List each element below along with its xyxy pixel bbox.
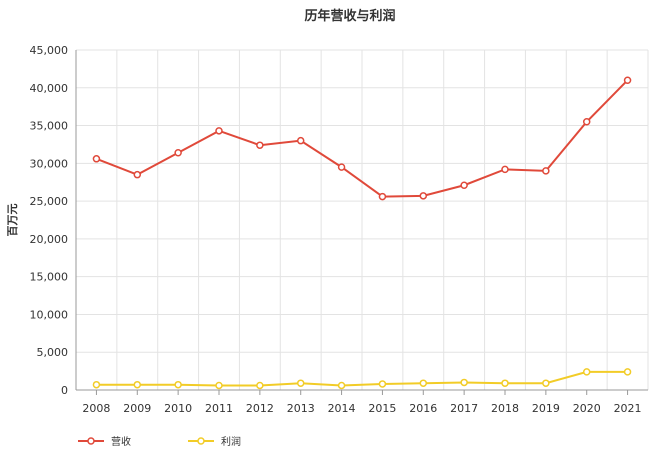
y-tick-label: 0 [61, 384, 68, 397]
series-layer [92, 76, 632, 390]
series-1-point[interactable] [501, 379, 509, 387]
grid [75, 49, 649, 391]
y-tick-label: 35,000 [30, 120, 69, 133]
series-1-point[interactable] [582, 368, 591, 376]
series-0-point[interactable] [133, 170, 142, 179]
series-0-point[interactable] [419, 192, 428, 200]
legend-item-1[interactable]: 利润 [188, 435, 241, 448]
x-tick-label: 2017 [450, 402, 478, 415]
series-0-point[interactable] [296, 136, 305, 145]
y-axis-label: 百万元 [6, 204, 19, 237]
series-1-point[interactable] [92, 380, 101, 389]
y-tick-label: 5,000 [37, 346, 69, 359]
series-1-point[interactable] [542, 379, 550, 387]
y-tick-label: 20,000 [30, 233, 69, 246]
x-tick-label: 2013 [287, 402, 315, 415]
x-tick-label: 2008 [82, 402, 110, 415]
x-tick-label: 2010 [164, 402, 192, 415]
x-tick-label: 2014 [328, 402, 356, 415]
x-tick-label: 2011 [205, 402, 233, 415]
series-1-point[interactable] [337, 381, 346, 390]
chart-title: 历年营收与利润 [304, 8, 395, 24]
series-1-point[interactable] [460, 378, 468, 387]
series-0-point[interactable] [460, 181, 468, 189]
series-0-point[interactable] [256, 141, 264, 149]
x-tick-label: 2020 [573, 402, 601, 415]
series-0-point[interactable] [542, 167, 550, 175]
legend-label: 营收 [111, 435, 131, 448]
series-1-point[interactable] [133, 380, 142, 389]
series-0-point[interactable] [501, 165, 509, 174]
y-tick-label: 30,000 [30, 157, 69, 170]
legend: 营收 利润 [78, 435, 241, 448]
series-line-0 [96, 79, 629, 198]
y-tick-label: 25,000 [30, 195, 69, 208]
y-tick-label: 40,000 [30, 82, 69, 95]
series-1-point[interactable] [296, 379, 305, 387]
series-0-point[interactable] [378, 192, 387, 201]
x-tick-label: 2009 [123, 402, 151, 415]
y-tick-label: 45,000 [30, 44, 69, 57]
legend-item-0[interactable]: 营收 [78, 435, 131, 448]
series-1-point[interactable] [378, 380, 387, 388]
x-tick-label: 2012 [246, 402, 274, 415]
legend-marker [197, 437, 205, 445]
x-tick-label: 2019 [532, 402, 560, 415]
y-tick-label: 10,000 [30, 308, 69, 321]
y-tick-label: 15,000 [30, 271, 69, 284]
x-tick-label: 2015 [368, 402, 396, 415]
series-line-1 [96, 370, 628, 387]
series-1-point[interactable] [215, 381, 223, 390]
series-1-point[interactable] [256, 381, 264, 390]
x-tick-label: 2018 [491, 402, 519, 415]
series-0-point[interactable] [337, 163, 346, 171]
x-tick-label: 2016 [409, 402, 437, 415]
legend-marker [87, 437, 95, 445]
series-1-point[interactable] [623, 368, 632, 376]
legend-label: 利润 [221, 435, 241, 448]
axes: 0 5,000 10,000 15,000 20,000 25,000 30,000 35,0… [30, 44, 648, 415]
series-0-point[interactable] [215, 127, 223, 135]
series-0-point[interactable] [174, 149, 182, 157]
series-0-point[interactable] [582, 118, 591, 126]
series-1-point[interactable] [174, 380, 182, 389]
series-0-point[interactable] [623, 76, 632, 84]
series-0-point[interactable] [92, 155, 101, 163]
x-tick-label: 2021 [614, 402, 642, 415]
series-1-point[interactable] [419, 379, 428, 387]
